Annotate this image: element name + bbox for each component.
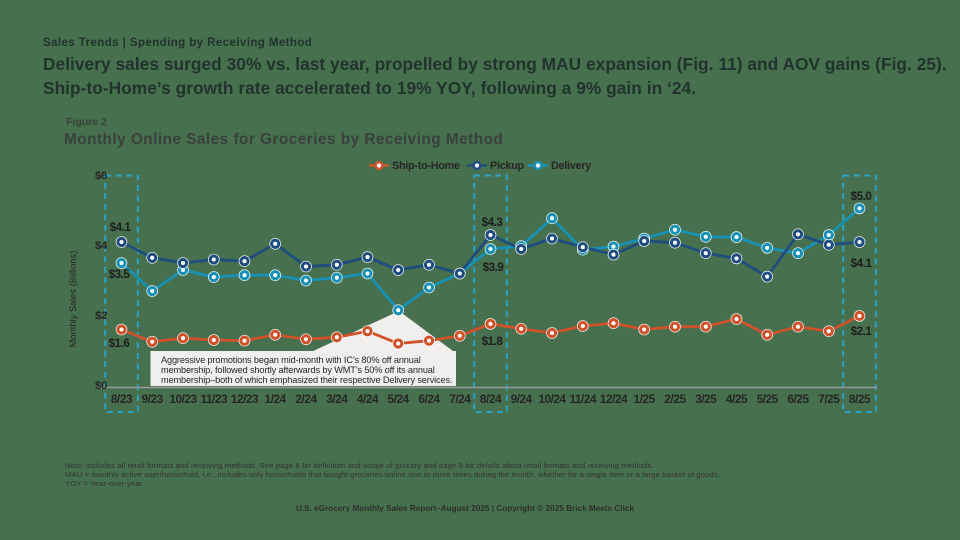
svg-text:2/25: 2/25 xyxy=(664,392,686,406)
svg-text:$1.8: $1.8 xyxy=(482,335,504,348)
svg-text:$0: $0 xyxy=(95,380,107,392)
svg-text:4/24: 4/24 xyxy=(357,392,379,406)
svg-text:8/24: 8/24 xyxy=(480,392,502,406)
svg-text:12/24: 12/24 xyxy=(600,392,628,406)
svg-text:11/23: 11/23 xyxy=(200,392,228,406)
svg-text:11/24: 11/24 xyxy=(569,392,597,406)
svg-text:10/24: 10/24 xyxy=(538,392,566,406)
svg-text:9/24: 9/24 xyxy=(511,392,533,406)
svg-text:$4.1: $4.1 xyxy=(110,221,132,234)
svg-text:Aggressive promotions began mi: Aggressive promotions began mid-month wi… xyxy=(161,355,421,365)
svg-text:8/25: 8/25 xyxy=(849,392,871,406)
svg-text:7/24: 7/24 xyxy=(449,392,471,406)
svg-text:3/24: 3/24 xyxy=(326,392,348,406)
svg-text:$4.3: $4.3 xyxy=(482,216,504,229)
svg-text:$6: $6 xyxy=(95,170,107,182)
svg-text:membership–both of which empha: membership–both of which emphasized thei… xyxy=(161,375,452,385)
svg-text:Pickup: Pickup xyxy=(490,160,525,172)
svg-text:Delivery: Delivery xyxy=(551,160,591,172)
svg-text:1/25: 1/25 xyxy=(634,392,656,406)
svg-text:5/25: 5/25 xyxy=(757,392,779,406)
svg-text:8/23: 8/23 xyxy=(111,392,133,406)
svg-text:$1.6: $1.6 xyxy=(109,337,131,350)
svg-text:$2: $2 xyxy=(95,310,107,322)
svg-text:$3.5: $3.5 xyxy=(109,268,131,281)
svg-text:12/23: 12/23 xyxy=(231,392,259,406)
svg-text:6/24: 6/24 xyxy=(418,392,440,406)
svg-text:Monthly Sales (Billions): Monthly Sales (Billions) xyxy=(68,251,78,348)
svg-text:$2.1: $2.1 xyxy=(851,325,873,338)
svg-text:4/25: 4/25 xyxy=(726,392,748,406)
svg-text:5/24: 5/24 xyxy=(388,392,410,406)
svg-text:7/25: 7/25 xyxy=(818,392,840,406)
svg-text:10/23: 10/23 xyxy=(169,392,197,406)
svg-text:1/24: 1/24 xyxy=(265,392,287,406)
svg-text:2/24: 2/24 xyxy=(295,392,317,406)
svg-text:Ship-to-Home: Ship-to-Home xyxy=(392,160,460,172)
svg-text:$4.1: $4.1 xyxy=(851,257,873,270)
svg-text:$3.9: $3.9 xyxy=(483,261,505,274)
svg-text:$5.0: $5.0 xyxy=(851,190,872,203)
svg-text:3/25: 3/25 xyxy=(695,392,717,406)
svg-text:$4: $4 xyxy=(95,240,108,252)
svg-text:membership, followed shortly a: membership, followed shortly afterwards … xyxy=(161,365,435,375)
svg-text:6/25: 6/25 xyxy=(787,392,809,406)
svg-text:9/23: 9/23 xyxy=(142,392,164,406)
